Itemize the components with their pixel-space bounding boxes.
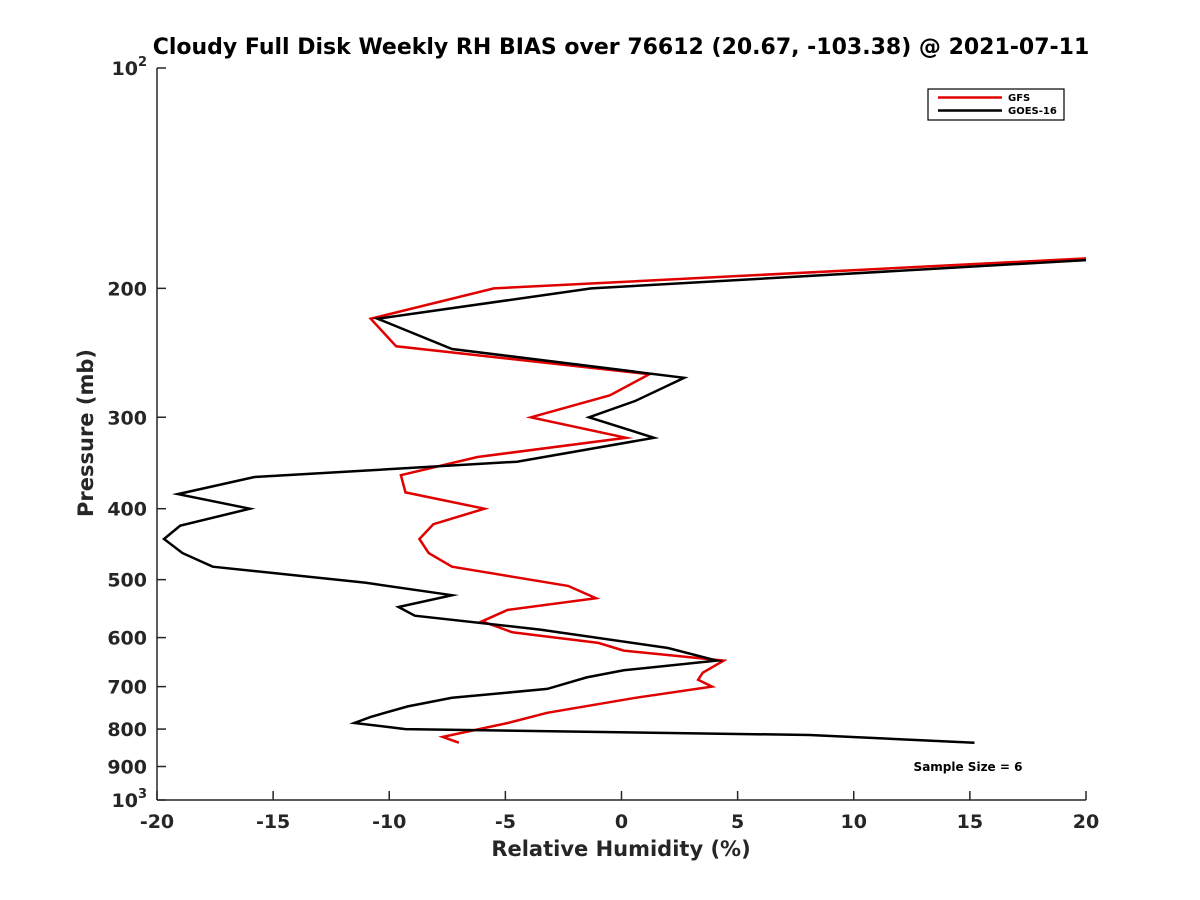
y-axis-label: Pressure (mb) [74,349,98,517]
legend-box [927,88,1065,121]
legend-label-goes16: GOES-16 [1008,106,1057,117]
series-line-goes16 [161,258,1087,744]
x-tick-label: 10 [841,811,867,833]
x-axis-label: Relative Humidity (%) [491,837,750,861]
chart-title: Cloudy Full Disk Weekly RH BIAS over 766… [153,35,1090,60]
y-tick-label: 800 [107,719,147,741]
y-tick-label: 103 [112,787,148,812]
x-tick-label: 20 [1073,811,1099,833]
series-line-gfs [368,257,1087,744]
y-tick-label: 300 [107,407,147,429]
x-tick-label: -5 [495,811,516,833]
x-tick-label: 5 [731,811,744,833]
y-tick-label: 700 [107,677,147,699]
x-tick-label: -10 [372,811,406,833]
y-tick-label: 400 [107,499,147,521]
legend-label-gfs: GFS [1008,93,1030,104]
x-tick-label: 0 [615,811,628,833]
x-tick-label: 15 [957,811,983,833]
y-tick-label: 200 [107,278,147,300]
y-tick-label: 102 [112,55,148,80]
x-tick-label: -20 [140,811,174,833]
x-tick-label: -15 [256,811,290,833]
legend: GFS GOES-16 [927,88,1065,121]
y-tick-label: 900 [107,757,147,779]
sample-size-annotation: Sample Size = 6 [914,760,1023,774]
y-tick-label: 600 [107,628,147,650]
axes: -20 -15 -10 -5 0 5 10 15 20 102 200 300 400 500 600 700… [107,55,1099,833]
y-tick-label: 500 [107,570,147,592]
series-layer [161,257,1087,744]
